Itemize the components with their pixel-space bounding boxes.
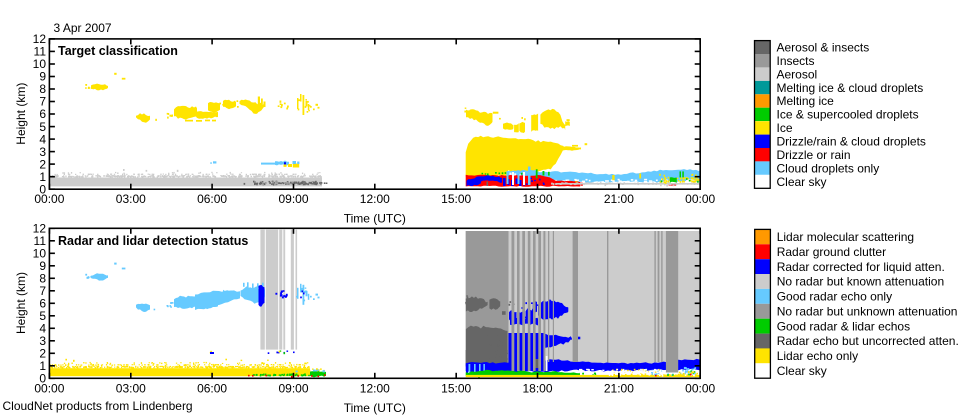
svg-text:Radar and lidar detection stat: Radar and lidar detection status [58, 234, 248, 248]
svg-text:3: 3 [39, 334, 46, 348]
svg-text:00:00: 00:00 [685, 382, 715, 396]
svg-text:Height (km): Height (km) [14, 83, 28, 145]
svg-text:CloudNet products from Lindenb: CloudNet products from Lindenberg [3, 399, 193, 413]
svg-text:Aerosol: Aerosol [777, 67, 818, 81]
svg-text:Drizzle/rain & cloud droplets: Drizzle/rain & cloud droplets [777, 135, 926, 149]
svg-text:6: 6 [39, 297, 46, 311]
svg-text:No radar but known attenuation: No radar but known attenuation [777, 275, 944, 289]
svg-text:00:00: 00:00 [685, 192, 715, 206]
svg-text:Lidar molecular scattering: Lidar molecular scattering [777, 230, 914, 244]
svg-text:1: 1 [39, 170, 46, 184]
svg-text:06:00: 06:00 [197, 192, 227, 206]
svg-text:Clear sky: Clear sky [777, 364, 827, 378]
svg-text:9: 9 [39, 259, 46, 273]
svg-text:12: 12 [33, 32, 47, 46]
svg-text:03:00: 03:00 [116, 382, 146, 396]
svg-text:Good radar & lidar echos: Good radar & lidar echos [777, 319, 910, 333]
svg-text:Time (UTC): Time (UTC) [344, 401, 406, 415]
svg-text:8: 8 [39, 82, 46, 96]
svg-text:2: 2 [39, 157, 46, 171]
svg-text:4: 4 [39, 322, 46, 336]
svg-text:21:00: 21:00 [604, 192, 634, 206]
svg-text:Drizzle or rain: Drizzle or rain [777, 148, 851, 162]
svg-text:Ice & supercooled droplets: Ice & supercooled droplets [777, 108, 919, 122]
svg-text:Good radar echo only: Good radar echo only [777, 290, 892, 304]
svg-text:12: 12 [33, 222, 47, 236]
svg-text:09:00: 09:00 [278, 192, 308, 206]
svg-text:3 Apr 2007: 3 Apr 2007 [54, 21, 112, 35]
svg-text:10: 10 [33, 57, 47, 71]
svg-text:11: 11 [34, 45, 47, 59]
svg-text:Time (UTC): Time (UTC) [344, 211, 406, 225]
svg-text:15:00: 15:00 [441, 382, 471, 396]
svg-text:Cloud droplets only: Cloud droplets only [777, 161, 880, 175]
svg-text:No radar but unknown attenuati: No radar but unknown attenuation [777, 304, 958, 318]
svg-text:0: 0 [39, 372, 46, 386]
svg-text:Melting ice & cloud droplets: Melting ice & cloud droplets [777, 81, 924, 95]
svg-text:Lidar echo only: Lidar echo only [777, 349, 858, 363]
svg-text:Insects: Insects [777, 54, 815, 68]
svg-text:Height (km): Height (km) [14, 272, 28, 334]
svg-text:Radar ground clutter: Radar ground clutter [777, 245, 886, 259]
svg-text:4: 4 [39, 132, 46, 146]
svg-text:7: 7 [39, 284, 46, 298]
svg-text:8: 8 [39, 272, 46, 286]
svg-text:Ice: Ice [777, 121, 793, 135]
svg-text:Radar corrected for liquid att: Radar corrected for liquid atten. [777, 260, 945, 274]
svg-text:15:00: 15:00 [441, 192, 471, 206]
svg-text:Clear sky: Clear sky [777, 175, 827, 189]
svg-text:7: 7 [39, 95, 46, 109]
svg-text:3: 3 [39, 145, 46, 159]
svg-text:5: 5 [39, 120, 46, 134]
svg-text:0: 0 [39, 182, 46, 196]
svg-text:00:00: 00:00 [34, 382, 64, 396]
svg-text:Target classification: Target classification [58, 44, 178, 58]
svg-text:00:00: 00:00 [34, 192, 64, 206]
svg-text:12:00: 12:00 [360, 382, 390, 396]
svg-text:9: 9 [39, 70, 46, 84]
svg-text:11: 11 [34, 234, 47, 248]
svg-text:Aerosol & insects: Aerosol & insects [777, 41, 870, 55]
svg-text:21:00: 21:00 [604, 382, 634, 396]
svg-text:09:00: 09:00 [278, 382, 308, 396]
svg-text:18:00: 18:00 [522, 192, 552, 206]
svg-text:6: 6 [39, 107, 46, 121]
svg-text:10: 10 [33, 247, 47, 261]
svg-text:18:00: 18:00 [522, 382, 552, 396]
svg-text:03:00: 03:00 [116, 192, 146, 206]
svg-text:Radar echo but uncorrected att: Radar echo but uncorrected atten. [777, 334, 959, 348]
svg-text:1: 1 [39, 359, 46, 373]
svg-text:Melting ice: Melting ice [777, 94, 835, 108]
svg-text:12:00: 12:00 [360, 192, 390, 206]
svg-text:5: 5 [39, 309, 46, 323]
svg-text:06:00: 06:00 [197, 382, 227, 396]
svg-text:2: 2 [39, 347, 46, 361]
